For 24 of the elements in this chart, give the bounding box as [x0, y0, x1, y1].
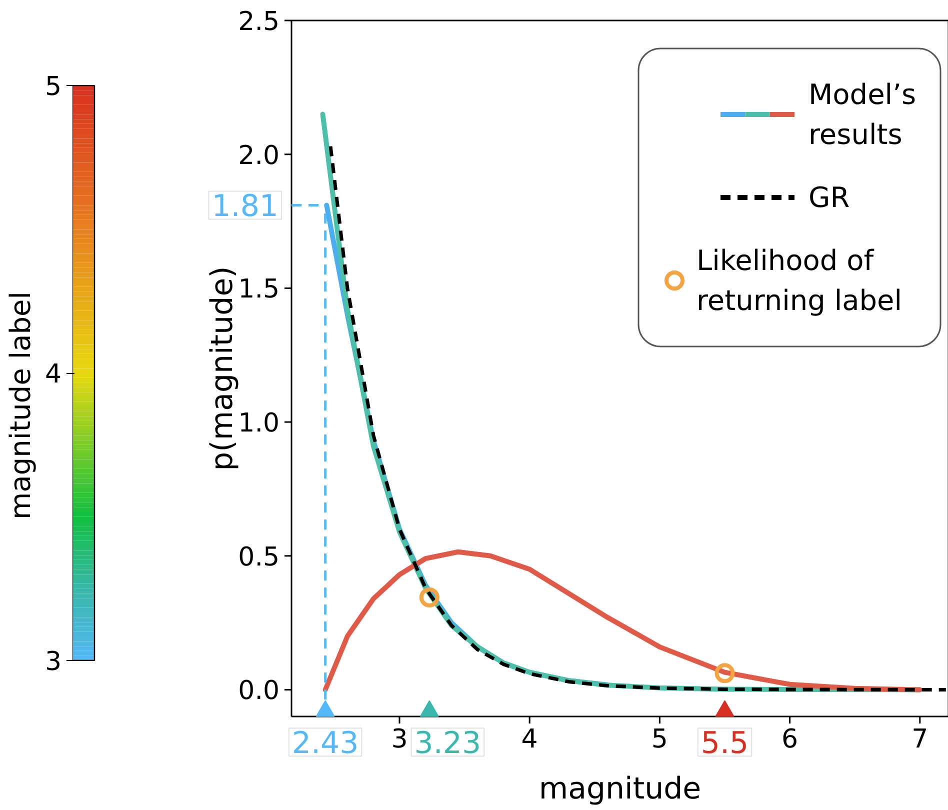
x-tick-label: 4	[521, 724, 538, 754]
x-tick-label: 7	[912, 724, 928, 754]
legend-label: GR	[808, 181, 850, 214]
x-tick-label: 6	[782, 724, 798, 754]
y-tick-label: 0.0	[238, 676, 280, 706]
annotation: 3.23	[414, 726, 482, 762]
ref-line-label: 1.81	[212, 189, 278, 224]
annotation: 5.5	[700, 726, 749, 762]
legend-label: Likelihood of returning label	[696, 244, 902, 317]
color-bar-title: magnitude label	[4, 291, 37, 520]
y-tick-label: 0.5	[238, 542, 280, 572]
annotation: 2.43	[292, 726, 359, 762]
color-bar-label: 5	[44, 72, 62, 102]
y-tick-label: 1.5	[238, 274, 280, 305]
y-axis-title: p(magnitude)	[205, 266, 240, 471]
x-tick-label: 3	[391, 724, 408, 754]
color-bar-label: 3	[44, 646, 62, 677]
x-axis-title: magnitude	[538, 772, 702, 806]
color-bar-label: 4	[44, 360, 62, 390]
y-tick-label: 1.0	[238, 408, 280, 439]
y-tick-label: 2.0	[238, 140, 280, 171]
legend-label: Model’s results	[808, 78, 916, 151]
x-tick-label: 5	[651, 724, 668, 754]
y-tick-label: 2.5	[238, 7, 280, 37]
